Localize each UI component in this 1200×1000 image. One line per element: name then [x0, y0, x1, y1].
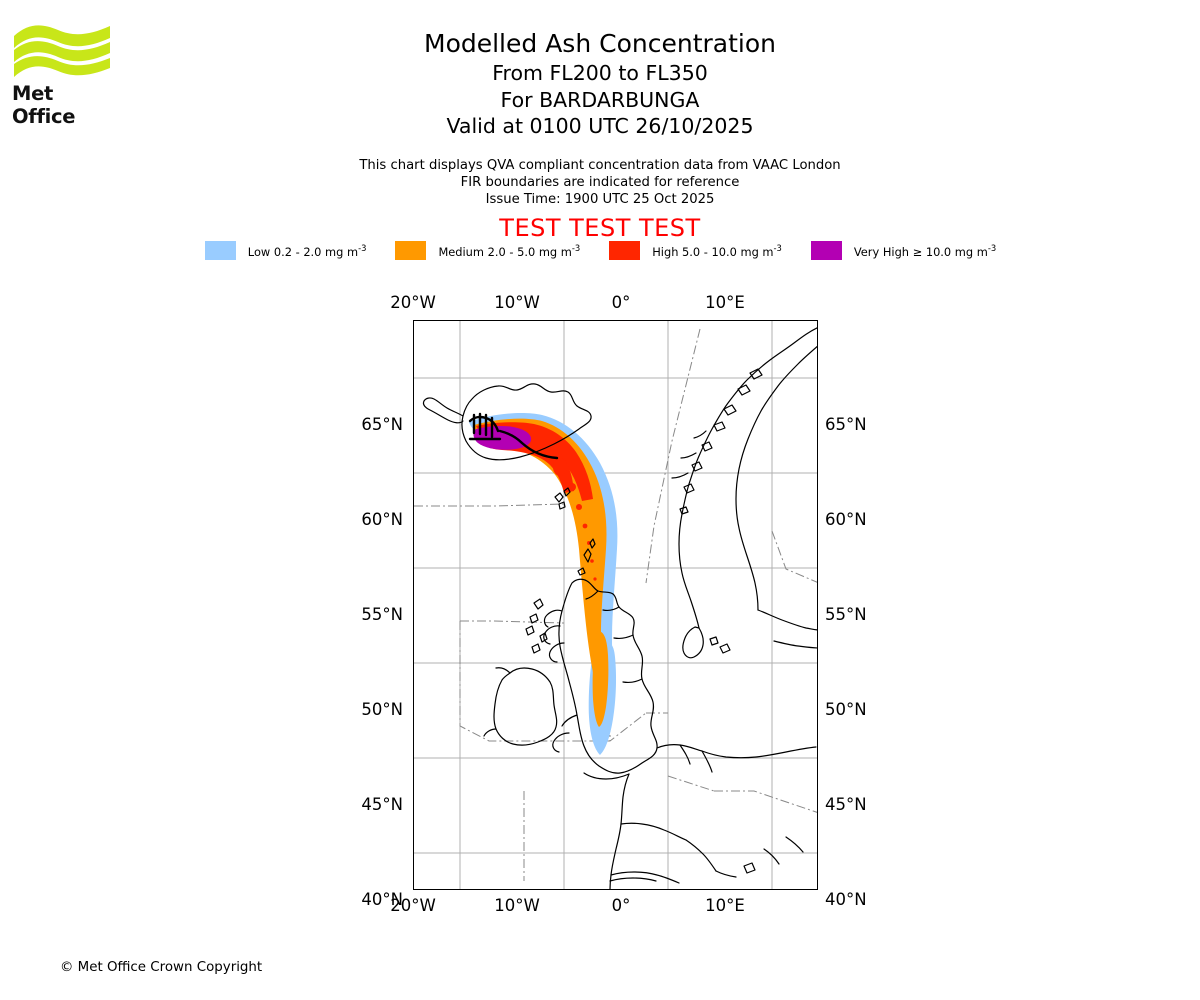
chart-notes: This chart displays QVA compliant concen… [0, 157, 1200, 208]
met-office-wordmark: Met Office [12, 82, 76, 128]
page-title: Modelled Ash Concentration [424, 29, 776, 58]
map-container: 20°W 10°W 0° 10°E 20°W 10°W 0° 10°E 65°N… [361, 293, 866, 915]
ytick-left-60n: 60°N [361, 510, 403, 529]
map-frame [413, 320, 818, 890]
ytick-left-55n: 55°N [361, 605, 403, 624]
title-valid-time: Valid at 0100 UTC 26/10/2025 [446, 114, 754, 138]
legend-item-low: Low 0.2 - 2.0 mg m-3 [203, 240, 367, 261]
xtick-bottom-10e: 10°E [705, 896, 745, 915]
note-fir: FIR boundaries are indicated for referen… [460, 175, 740, 190]
ytick-right-50n: 50°N [825, 700, 867, 719]
ytick-right-65n: 65°N [825, 415, 867, 434]
xtick-bottom-0: 0° [611, 896, 631, 915]
legend-item-high: High 5.0 - 10.0 mg m-3 [608, 240, 782, 261]
legend-label-very-high: Very High ≥ 10.0 mg m-3 [853, 242, 997, 259]
test-banner: TEST TEST TEST [499, 214, 701, 242]
ytick-left-50n: 50°N [361, 700, 403, 719]
legend-swatch-very-high [809, 240, 843, 261]
ytick-left-40n: 40°N [361, 890, 403, 909]
legend-item-medium: Medium 2.0 - 5.0 mg m-3 [394, 240, 580, 261]
xtick-top-20w: 20°W [390, 293, 436, 312]
ytick-left-45n: 45°N [361, 795, 403, 814]
title-flight-levels: From FL200 to FL350 [492, 61, 708, 85]
xtick-bottom-10w: 10°W [494, 896, 540, 915]
legend-swatch-high [608, 240, 642, 261]
note-issue-time: Issue Time: 1900 UTC 25 Oct 2025 [485, 192, 715, 207]
ytick-left-65n: 65°N [361, 415, 403, 434]
xtick-top-0: 0° [611, 293, 631, 312]
legend-swatch-medium [394, 240, 428, 261]
xtick-top-10w: 10°W [494, 293, 540, 312]
copyright-text: © Met Office Crown Copyright [60, 960, 263, 975]
ytick-right-45n: 45°N [825, 795, 867, 814]
ytick-right-40n: 40°N [825, 890, 867, 909]
xtick-top-10e: 10°E [705, 293, 745, 312]
ash-plume-very-high [473, 425, 532, 450]
chart-title-block: Modelled Ash Concentration From FL200 to… [0, 28, 1200, 140]
title-volcano: For BARDARBUNGA [500, 87, 700, 112]
map-canvas [414, 321, 817, 889]
legend-item-very-high: Very High ≥ 10.0 mg m-3 [809, 240, 997, 261]
coastlines [422, 327, 817, 889]
legend-label-low: Low 0.2 - 2.0 mg m-3 [247, 242, 367, 259]
ash-plume-medium [474, 418, 609, 727]
ytick-right-60n: 60°N [825, 510, 867, 529]
met-office-logo: Met Office [12, 22, 122, 128]
note-qva: This chart displays QVA compliant concen… [359, 158, 841, 173]
legend-label-medium: Medium 2.0 - 5.0 mg m-3 [438, 242, 581, 259]
legend-swatch-low [203, 240, 237, 261]
xtick-bottom-20w: 20°W [390, 896, 436, 915]
concentration-legend: Low 0.2 - 2.0 mg m-3 Medium 2.0 - 5.0 mg… [0, 240, 1200, 261]
ytick-right-55n: 55°N [825, 605, 867, 624]
legend-label-high: High 5.0 - 10.0 mg m-3 [652, 242, 782, 259]
graticule [414, 321, 817, 889]
met-office-wave-icon [14, 25, 110, 77]
